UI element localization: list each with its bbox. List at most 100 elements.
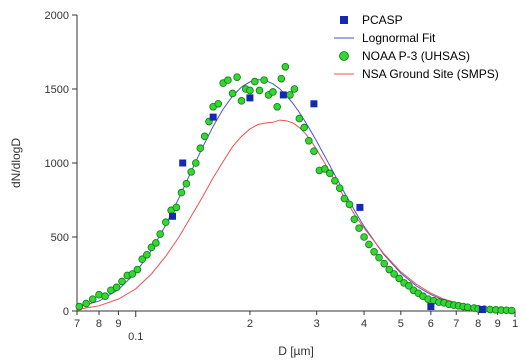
uhsas-point bbox=[345, 200, 354, 209]
uhsas-point bbox=[196, 144, 205, 153]
uhsas-point bbox=[143, 250, 151, 259]
uhsas-point bbox=[246, 86, 254, 95]
uhsas-point bbox=[365, 240, 373, 249]
x-ticks: 7 8 90.12 3 4 5 6 7 8 9 1 bbox=[74, 311, 518, 343]
uhsas-point bbox=[340, 194, 349, 203]
y-tick-label: 500 bbox=[51, 232, 69, 244]
x-tick-label: 9 bbox=[495, 318, 501, 330]
uhsas-point bbox=[360, 233, 368, 241]
x-tick-label: 3 bbox=[314, 318, 320, 330]
pcasp-point bbox=[179, 159, 187, 167]
y-tick-label: 2000 bbox=[45, 10, 69, 22]
uhsas-point bbox=[375, 253, 383, 262]
legend-label: PCASP bbox=[362, 13, 403, 27]
uhsas-point bbox=[295, 114, 304, 123]
uhsas-point bbox=[112, 283, 121, 292]
legend-label: NOAA P-3 (UHSAS) bbox=[362, 49, 470, 63]
x-tick-label: 7 bbox=[74, 318, 80, 330]
uhsas-point bbox=[326, 169, 334, 178]
uhsas-point bbox=[147, 243, 156, 252]
uhsas-point bbox=[250, 77, 259, 86]
uhsas-point bbox=[350, 215, 359, 224]
uhsas-point bbox=[331, 176, 339, 185]
uhsas-point bbox=[286, 91, 294, 99]
series-line-1 bbox=[76, 79, 516, 311]
uhsas-point bbox=[269, 88, 277, 96]
uhsas-point bbox=[233, 73, 241, 81]
uhsas-point bbox=[228, 89, 237, 98]
uhsas-point bbox=[156, 230, 164, 238]
uhsas-point bbox=[320, 165, 329, 173]
pcasp-point bbox=[478, 306, 486, 314]
x-tick-label: 8 bbox=[96, 318, 102, 330]
uhsas-point bbox=[133, 265, 142, 274]
legend-label: NSA Ground Site (SMPS) bbox=[362, 67, 499, 81]
uhsas-point bbox=[138, 255, 147, 264]
pcasp-point bbox=[427, 303, 435, 311]
uhsas-point bbox=[370, 248, 378, 256]
uhsas-point bbox=[405, 282, 413, 290]
y-tick-label: 1500 bbox=[45, 84, 69, 96]
pcasp-point bbox=[310, 100, 318, 108]
uhsas-point bbox=[182, 179, 191, 188]
uhsas-point bbox=[224, 76, 232, 84]
legend-symbol-square bbox=[340, 16, 348, 24]
uhsas-point bbox=[200, 132, 209, 141]
pcasp-point bbox=[356, 203, 364, 211]
y-tick-label: 0 bbox=[63, 306, 69, 318]
uhsas-point bbox=[300, 123, 308, 132]
pcasp-point bbox=[169, 212, 177, 220]
series-line-3 bbox=[76, 119, 516, 311]
uhsas-point bbox=[335, 184, 344, 192]
uhsas-point bbox=[88, 295, 97, 303]
uhsas-point bbox=[277, 74, 286, 83]
uhsas-point bbox=[101, 292, 109, 301]
uhsas-point bbox=[75, 302, 84, 311]
uhsas-point bbox=[305, 137, 313, 145]
uhsas-point bbox=[214, 100, 223, 108]
uhsas-point bbox=[385, 265, 394, 274]
uhsas-point bbox=[380, 259, 389, 268]
uhsas-point bbox=[395, 274, 403, 283]
uhsas-point bbox=[255, 86, 264, 95]
uhsas-point bbox=[237, 97, 246, 105]
uhsas-point bbox=[290, 85, 299, 93]
x-axis-title: D [µm] bbox=[278, 344, 314, 358]
uhsas-point bbox=[128, 270, 137, 278]
x-tick-label: 5 bbox=[398, 318, 404, 330]
pcasp-point bbox=[279, 91, 287, 99]
legend-symbol-circle bbox=[339, 51, 349, 61]
y-tick-label: 1000 bbox=[45, 158, 69, 170]
x-tick-label: 2 bbox=[247, 318, 253, 330]
uhsas-point bbox=[187, 168, 195, 176]
legend: PCASP Lognormal Fit NOAA P-3 (UHSAS) NSA Gr… bbox=[334, 13, 499, 81]
legend-label: Lognormal Fit bbox=[362, 31, 436, 45]
x-tick-label: 4 bbox=[361, 318, 367, 330]
pcasp-point bbox=[209, 113, 217, 121]
uhsas-point bbox=[152, 239, 160, 247]
x-tick-label: 6 bbox=[428, 318, 434, 330]
uhsas-point bbox=[310, 147, 318, 155]
uhsas-point bbox=[463, 303, 472, 312]
x-tick-label: 0.1 bbox=[128, 331, 143, 343]
uhsas-point bbox=[507, 306, 516, 315]
uhsas-point bbox=[281, 63, 290, 71]
x-tick-label: 9 bbox=[115, 318, 121, 330]
uhsas-point bbox=[355, 224, 363, 232]
pcasp-point bbox=[246, 94, 254, 102]
y-axis-title: dN/dlogD bbox=[9, 138, 23, 188]
uhsas-point bbox=[177, 188, 186, 197]
uhsas-point bbox=[192, 159, 200, 167]
uhsas-point bbox=[260, 76, 268, 84]
y-ticks: 0 500 1000 1500 2000 bbox=[45, 10, 77, 318]
x-tick-label: 8 bbox=[475, 318, 481, 330]
x-tick-label: 7 bbox=[453, 318, 459, 330]
x-tick-label: 1 bbox=[512, 318, 518, 330]
plot-area bbox=[75, 63, 516, 315]
uhsas-point bbox=[172, 203, 181, 212]
uhsas-point bbox=[118, 277, 126, 286]
uhsas-point bbox=[161, 218, 170, 227]
uhsas-point bbox=[273, 102, 281, 111]
uhsas-point bbox=[390, 270, 398, 278]
